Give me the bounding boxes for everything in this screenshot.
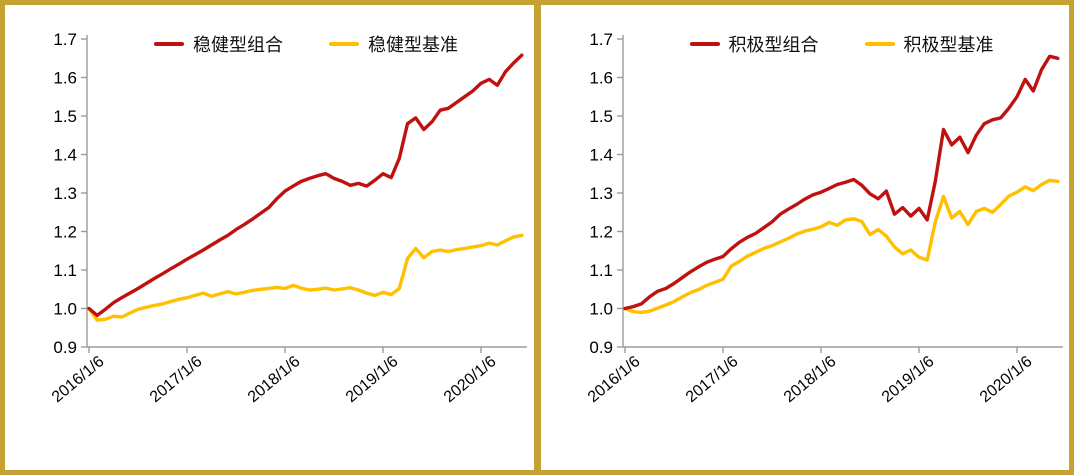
y-tick-label: 1.7 xyxy=(53,30,77,49)
steady-chart-plot: 0.9 1.0 1.1 1.2 1.3 1.4 1.5 1.6 1.7 2016/1/6 2017/… xyxy=(49,30,527,406)
steady-portfolio-chart-panel: 0.9 1.0 1.1 1.2 1.3 1.4 1.5 1.6 1.7 2016/1/6 2017/… xyxy=(5,5,534,470)
y-tick-label: 1.2 xyxy=(589,223,613,242)
y-tick-label: 1.3 xyxy=(589,184,613,203)
x-tick-label: 2020/1/6 xyxy=(441,353,500,406)
series-line-积极型组合 xyxy=(622,54,1059,311)
y-tick-label: 1.0 xyxy=(589,300,613,319)
aggressive-portfolio-chart-panel: 0.9 1.0 1.1 1.2 1.3 1.4 1.5 1.6 1.7 2016/1/6 2017/… xyxy=(540,5,1069,470)
y-tick-label: 1.4 xyxy=(53,146,77,165)
x-tick-label: 2019/1/6 xyxy=(343,353,402,406)
y-tick-label: 1.6 xyxy=(53,69,77,88)
y-tick-label: 1.3 xyxy=(53,184,77,203)
x-tick-label: 2020/1/6 xyxy=(976,353,1035,406)
y-tick-label: 1.5 xyxy=(589,107,613,126)
y-tick-label: 0.9 xyxy=(589,338,613,357)
x-tick-label: 2016/1/6 xyxy=(49,353,108,406)
x-tick-label: 2016/1/6 xyxy=(584,353,643,406)
y-tick-label: 0.9 xyxy=(53,338,77,357)
x-tick-label: 2017/1/6 xyxy=(147,353,206,406)
y-tick-label: 1.5 xyxy=(53,107,77,126)
panel-divider xyxy=(533,5,541,470)
series-line-积极型基准 xyxy=(622,178,1059,315)
y-tick-label: 1.7 xyxy=(589,30,613,49)
series-line-稳健型组合 xyxy=(87,53,524,318)
y-tick-label: 1.4 xyxy=(589,146,613,165)
y-tick-label: 1.1 xyxy=(589,261,613,280)
y-tick-label: 1.1 xyxy=(53,261,77,280)
aggressive-chart-plot: 0.9 1.0 1.1 1.2 1.3 1.4 1.5 1.6 1.7 2016/1/6 2017/… xyxy=(584,30,1063,406)
x-tick-label: 2018/1/6 xyxy=(780,353,839,406)
y-tick-label: 1.6 xyxy=(589,69,613,88)
y-tick-label: 1.0 xyxy=(53,300,77,319)
x-tick-label: 2017/1/6 xyxy=(682,353,741,406)
series-line-稳健型基准 xyxy=(87,233,524,322)
x-tick-label: 2019/1/6 xyxy=(878,353,937,406)
x-tick-label: 2018/1/6 xyxy=(245,353,304,406)
y-tick-label: 1.2 xyxy=(53,223,77,242)
